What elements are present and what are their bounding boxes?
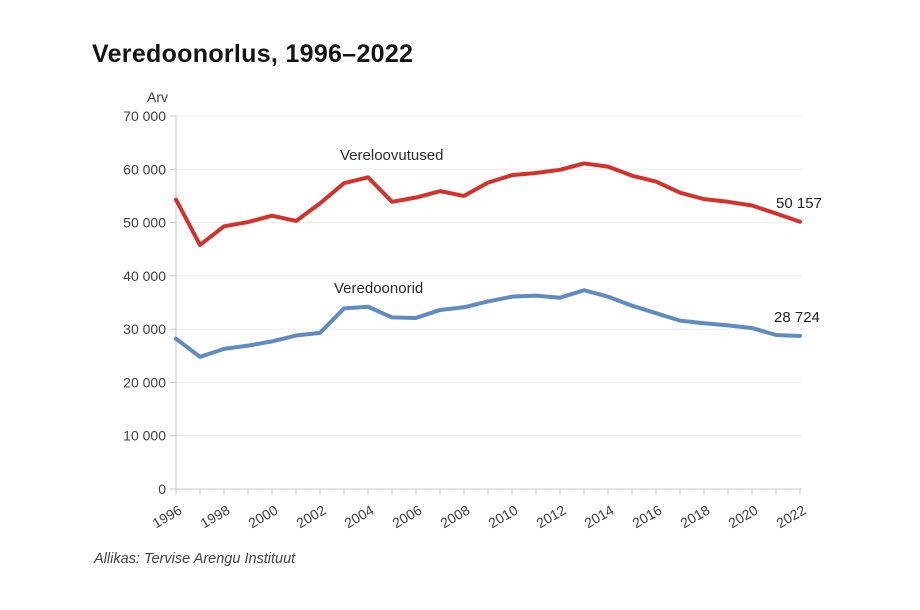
y-axis-title: Arv: [147, 89, 168, 105]
x-tick-label: 2022: [774, 502, 809, 532]
x-tick-label: 2018: [678, 502, 713, 532]
y-tick-label: 70 000: [123, 108, 166, 124]
y-tick-label: 0: [158, 481, 166, 497]
y-tick-label: 30 000: [123, 321, 166, 337]
x-tick-label: 2008: [438, 502, 473, 532]
y-tick-label: 50 000: [123, 215, 166, 231]
y-tick-label: 20 000: [123, 374, 166, 390]
y-tick-label: 60 000: [123, 161, 166, 177]
x-tick-label: 2014: [582, 502, 617, 532]
y-tick-label: 10 000: [123, 428, 166, 444]
end-value-label-vereloovutused: 50 157: [776, 195, 822, 212]
chart-title: Veredoonorlus, 1996–2022: [92, 40, 414, 68]
x-tick-label: 2012: [534, 502, 569, 532]
series-label-vereloovutused: Vereloovutused: [340, 147, 444, 164]
x-tick-label: 2016: [630, 502, 665, 532]
line-vereloovutused: [174, 161, 802, 247]
x-tick-label: 1998: [198, 502, 233, 532]
x-tick-label: 2000: [246, 502, 281, 532]
end-value-label-veredoonorid: 28 724: [774, 309, 820, 326]
source-caption: Allikas: Tervise Arengu Instituut: [94, 551, 296, 567]
x-tick-label: 2010: [486, 502, 521, 532]
y-tick-label: 40 000: [123, 268, 166, 284]
x-tick-label: 2004: [342, 502, 377, 532]
series-label-veredoonorid: Veredoonorid: [334, 280, 424, 297]
x-tick-label: 2002: [294, 502, 329, 532]
x-tick-label: 2020: [726, 502, 761, 532]
x-tick-label: 1996: [150, 502, 185, 532]
x-tick-label: 2006: [390, 502, 425, 532]
line-veredoonorid: [174, 288, 802, 359]
